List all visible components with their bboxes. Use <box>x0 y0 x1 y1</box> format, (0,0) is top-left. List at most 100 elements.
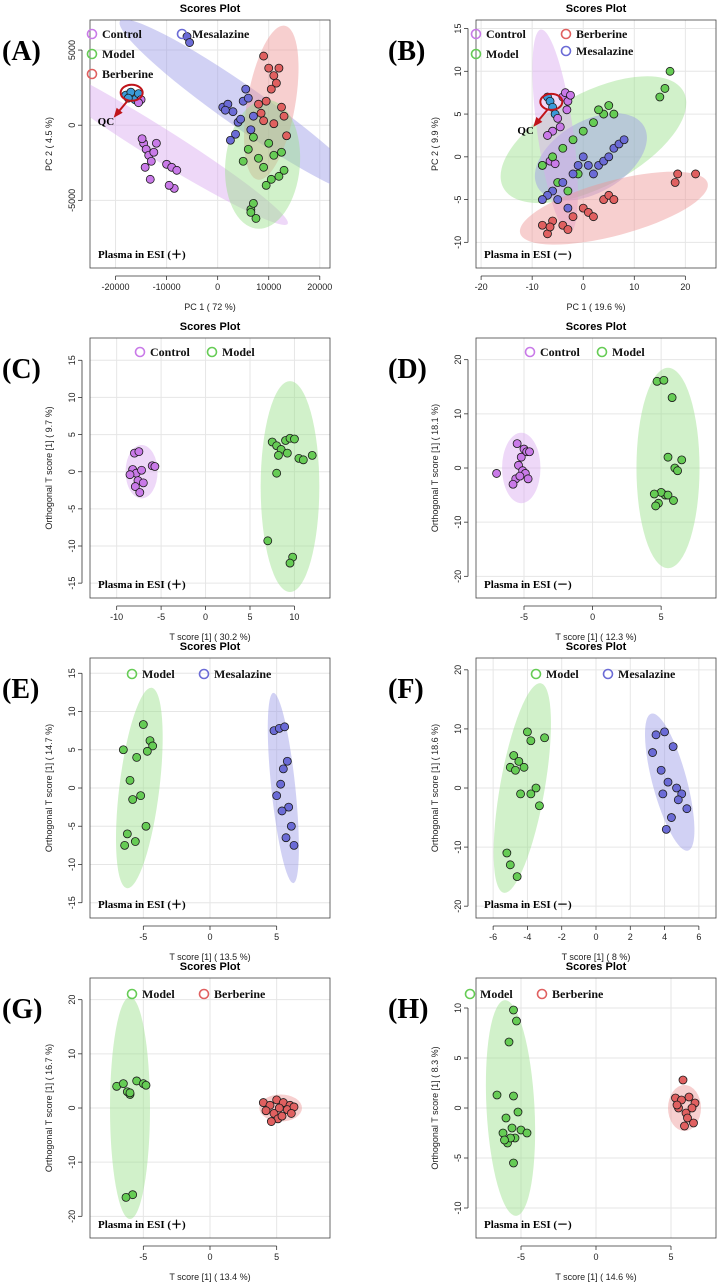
legend-label-model: Model <box>142 667 175 681</box>
x-axis-label: T score [1] ( 12.3 %) <box>555 632 636 642</box>
axes: -20 -10 0 10 20 -10 -5 0 5 10 15 <box>453 24 690 292</box>
panel-label: (A) <box>2 36 41 67</box>
y-tick-label: 10 <box>67 1049 77 1059</box>
legend-label-mesalazine: Mesalazine <box>214 667 272 681</box>
y-axis-label: Orthogonal T score [1] ( 9.7 %) <box>44 406 54 529</box>
data-point-mesalazine <box>604 152 614 162</box>
data-point-model <box>136 791 146 801</box>
panel-label: (D) <box>388 354 427 385</box>
data-point-model <box>264 138 274 148</box>
data-point-berberine <box>689 1118 698 1128</box>
data-point-model <box>277 147 286 157</box>
data-point-mesalazine <box>272 791 282 801</box>
data-point-model <box>500 1135 509 1145</box>
data-point-model <box>261 180 271 190</box>
x-tick-label: -20 <box>475 282 488 292</box>
y-tick-label: -20 <box>67 1210 77 1223</box>
panel-label: (F) <box>388 674 424 705</box>
plot-frame <box>89 657 331 919</box>
y-tick-label: -10 <box>453 1201 463 1214</box>
legend-label-model: Model <box>546 667 579 681</box>
x-tick-label: -20000 <box>102 282 130 292</box>
data-point-berberine <box>286 1109 296 1118</box>
x-tick-label: 5 <box>659 612 664 622</box>
points <box>492 1005 700 1168</box>
data-point-model <box>266 174 276 184</box>
data-point-mesalazine <box>249 111 258 121</box>
data-point-control <box>164 180 174 190</box>
data-point-mesalazine <box>663 777 673 787</box>
legend-label-berberine: Berberine <box>214 987 266 1001</box>
confidence-ellipse-model <box>110 996 150 1220</box>
data-point-mesalazine <box>648 748 657 757</box>
data-point-mesalazine <box>220 105 230 115</box>
y-tick-label: -20 <box>453 900 463 913</box>
data-point-model <box>279 165 289 175</box>
data-point-model <box>502 848 512 858</box>
data-point-model <box>128 795 138 804</box>
y-tick-label: 0 <box>67 469 77 474</box>
points <box>492 375 687 511</box>
data-point-mesalazine <box>658 789 668 799</box>
data-point-mesalazine <box>280 722 290 732</box>
data-point-model <box>142 746 152 756</box>
data-point-mesalazine <box>276 779 286 789</box>
data-point-model <box>677 455 687 465</box>
data-point-berberine <box>672 1100 682 1110</box>
chart-title: Scores Plot <box>566 641 627 653</box>
y-tick-label: -10 <box>453 236 463 249</box>
axes: -5 0 5 -15 -10 -5 0 5 10 15 <box>67 668 279 942</box>
x-tick-label: -10000 <box>153 282 181 292</box>
x-tick-label: -5 <box>139 932 147 942</box>
x-tick-label: 0 <box>593 932 598 942</box>
data-point-mesalazine <box>673 795 683 805</box>
legend-marker-mesalazine <box>176 28 188 40</box>
data-point-berberine <box>259 116 269 126</box>
y-tick-label: 20 <box>453 355 463 365</box>
legend-marker-control <box>86 28 98 40</box>
legend-marker-berberine <box>86 68 98 80</box>
data-point-model <box>298 455 308 465</box>
legend-label-model: Model <box>480 987 513 1001</box>
qc-highlight-ring <box>539 92 564 111</box>
data-point-berberine <box>277 1111 287 1121</box>
data-point-model <box>540 733 549 743</box>
data-point-berberine <box>266 84 276 94</box>
data-point-model <box>558 143 568 153</box>
data-point-model <box>660 84 670 93</box>
data-point-model <box>509 1158 518 1168</box>
data-point-berberine <box>274 1103 284 1113</box>
points <box>537 66 700 239</box>
data-point-model <box>263 536 273 546</box>
data-point-mesalazine <box>583 160 593 170</box>
axes: -5 0 5 -20 -10 0 10 20 <box>67 995 279 1262</box>
data-point-berberine <box>680 1121 689 1131</box>
data-point-mesalazine <box>236 114 246 124</box>
panel-label: (C) <box>2 354 41 385</box>
legend: Control Model <box>134 345 255 359</box>
y-tick-label: 10 <box>453 724 463 734</box>
data-point-model <box>512 872 522 882</box>
data-point-model <box>663 452 673 462</box>
chart-title: Scores Plot <box>566 961 627 973</box>
y-tick-label: -10 <box>67 1156 77 1169</box>
data-point-model <box>511 765 520 775</box>
data-point-control <box>130 482 140 491</box>
x-tick-label: 4 <box>662 932 667 942</box>
data-point-model <box>121 1192 131 1202</box>
data-point-model <box>673 466 682 476</box>
plot-frame <box>89 19 331 269</box>
y-tick-label: 10 <box>453 409 463 419</box>
data-point-mesalazine <box>668 742 678 752</box>
chart-title: Scores Plot <box>180 3 241 15</box>
points <box>125 433 317 568</box>
x-tick-label: 0 <box>207 1252 212 1262</box>
qc-arrow-head <box>533 116 543 127</box>
legend-marker-model <box>126 988 138 1000</box>
data-point-mesalazine <box>277 806 287 816</box>
data-point-model <box>609 109 619 119</box>
data-point-model <box>125 775 135 785</box>
y-tick-label: -10 <box>67 858 77 871</box>
data-point-model <box>659 375 669 385</box>
